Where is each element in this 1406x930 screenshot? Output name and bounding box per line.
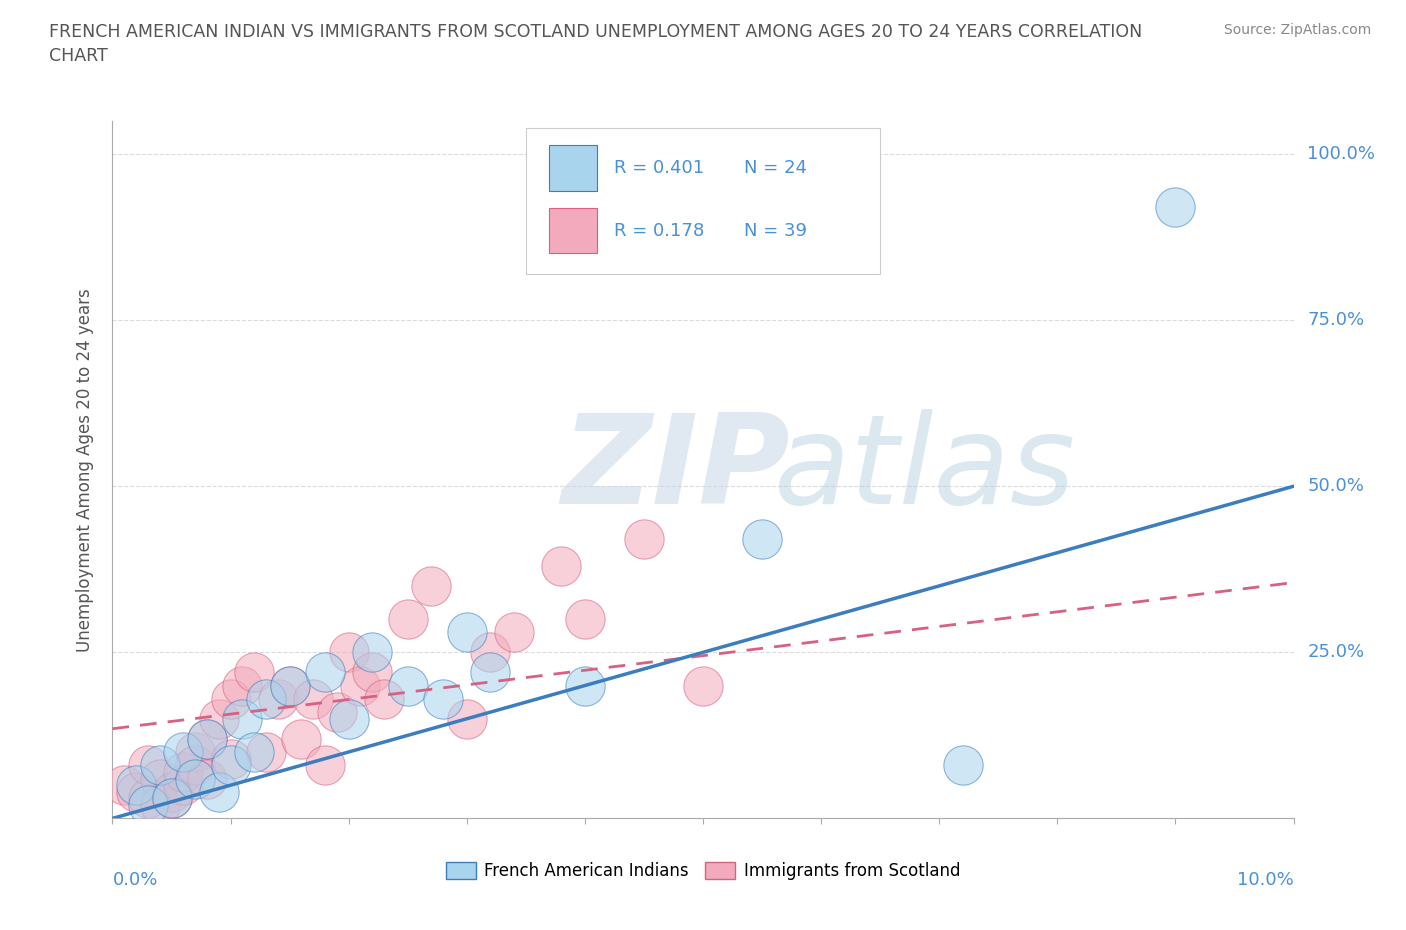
Point	[172, 745, 194, 760]
Point	[243, 745, 266, 760]
Point	[136, 791, 159, 806]
Point	[149, 771, 172, 786]
Point	[314, 665, 336, 680]
Legend: French American Indians, Immigrants from Scotland: French American Indians, Immigrants from…	[439, 856, 967, 887]
Point	[184, 745, 207, 760]
Point	[479, 665, 502, 680]
Text: FRENCH AMERICAN INDIAN VS IMMIGRANTS FROM SCOTLAND UNEMPLOYMENT AMONG AGES 20 TO: FRENCH AMERICAN INDIAN VS IMMIGRANTS FRO…	[49, 23, 1143, 65]
Point	[373, 691, 395, 706]
Point	[172, 777, 194, 792]
Point	[396, 612, 419, 627]
Point	[337, 711, 360, 726]
Point	[125, 784, 148, 799]
Point	[254, 691, 277, 706]
Text: R = 0.178: R = 0.178	[614, 222, 704, 240]
Point	[160, 791, 183, 806]
Point	[149, 758, 172, 773]
Point	[125, 777, 148, 792]
Point	[278, 678, 301, 693]
Point	[195, 771, 218, 786]
Point	[112, 777, 135, 792]
Point	[160, 784, 183, 799]
Point	[633, 532, 655, 547]
Point	[337, 644, 360, 659]
Point	[574, 612, 596, 627]
Text: atlas: atlas	[773, 409, 1076, 530]
Point	[160, 791, 183, 806]
Point	[243, 665, 266, 680]
Point	[326, 705, 349, 720]
Point	[231, 711, 253, 726]
Point	[136, 798, 159, 813]
Point	[550, 559, 572, 574]
Text: 25.0%: 25.0%	[1308, 644, 1365, 661]
Point	[302, 691, 325, 706]
Point	[195, 731, 218, 746]
Point	[267, 691, 290, 706]
Y-axis label: Unemployment Among Ages 20 to 24 years: Unemployment Among Ages 20 to 24 years	[76, 287, 94, 652]
Text: 100.0%: 100.0%	[1308, 145, 1375, 163]
Point	[396, 678, 419, 693]
Text: 10.0%: 10.0%	[1237, 870, 1294, 889]
Point	[278, 678, 301, 693]
Point	[219, 751, 242, 766]
Point	[456, 711, 478, 726]
Text: N = 39: N = 39	[744, 222, 807, 240]
Point	[503, 625, 526, 640]
Point	[692, 678, 714, 693]
Text: R = 0.401: R = 0.401	[614, 159, 704, 177]
Point	[361, 665, 384, 680]
Text: 0.0%: 0.0%	[112, 870, 157, 889]
Point	[432, 691, 454, 706]
FancyBboxPatch shape	[550, 208, 596, 254]
Point	[195, 731, 218, 746]
Point	[314, 758, 336, 773]
Point	[479, 644, 502, 659]
Text: ZIP: ZIP	[561, 409, 790, 530]
Point	[1164, 200, 1187, 215]
Point	[219, 691, 242, 706]
Point	[172, 764, 194, 779]
Point	[420, 578, 443, 593]
Point	[184, 758, 207, 773]
Point	[208, 711, 231, 726]
FancyBboxPatch shape	[550, 145, 596, 191]
Point	[231, 678, 253, 693]
Point	[361, 644, 384, 659]
Point	[184, 771, 207, 786]
Text: 75.0%: 75.0%	[1308, 312, 1365, 329]
Point	[208, 784, 231, 799]
Point	[574, 678, 596, 693]
Point	[952, 758, 974, 773]
Point	[751, 532, 773, 547]
Point	[349, 678, 371, 693]
Point	[456, 625, 478, 640]
Point	[219, 758, 242, 773]
Text: 50.0%: 50.0%	[1308, 477, 1364, 496]
Text: N = 24: N = 24	[744, 159, 807, 177]
Point	[254, 745, 277, 760]
FancyBboxPatch shape	[526, 128, 880, 274]
Text: Source: ZipAtlas.com: Source: ZipAtlas.com	[1223, 23, 1371, 37]
Point	[149, 798, 172, 813]
Point	[136, 758, 159, 773]
Point	[290, 731, 312, 746]
